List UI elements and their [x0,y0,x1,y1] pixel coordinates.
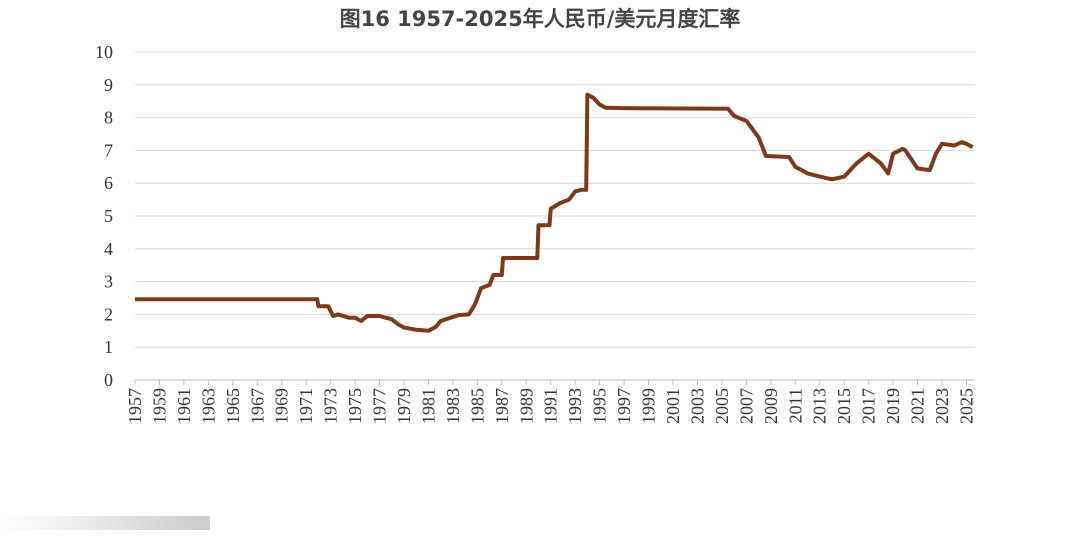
x-tick-label: 2011 [785,388,805,423]
x-tick-label: 2009 [761,388,781,424]
y-tick-label: 6 [104,173,113,193]
x-tick-label: 1965 [223,388,243,424]
x-tick-label: 2001 [663,388,683,424]
x-tick-label: 1995 [590,388,610,424]
line [135,92,974,333]
x-tick-label: 1985 [467,388,487,424]
x-tick-label: 1997 [614,388,634,424]
x-tick-label: 1963 [198,388,218,424]
x-tick-label: 2019 [883,388,903,424]
chart-title: 图16 1957-2025年人民币/美元月度汇率 [340,7,741,31]
y-tick-label: 5 [104,206,113,226]
x-tick-label: 1973 [321,388,341,424]
y-tick-label: 4 [104,239,113,259]
x-tick-label: 2007 [736,388,756,424]
x-tick-label: 2015 [834,388,854,424]
x-tick-label: 1969 [272,388,292,424]
x-tick-label: 1957 [125,388,145,424]
decoration [0,516,210,530]
x-tick-label: 2017 [859,388,879,424]
y-tick-label: 0 [104,370,113,390]
x-tick-label: 1961 [174,388,194,424]
x-tick-label: 2005 [712,388,732,424]
y-tick-label: 9 [104,75,113,95]
x-tick-label: 1987 [492,388,512,424]
y-tick-label: 8 [104,108,113,128]
y-tick-label: 3 [104,272,113,292]
x-tick-label: 1983 [443,388,463,424]
x-tick-label: 1991 [541,388,561,424]
x-tick-label: 1975 [345,388,365,424]
x-tick-label: 1977 [370,388,390,424]
x-tick-label: 1989 [516,388,536,424]
y-tick-label: 7 [104,140,113,160]
x-tick-label: 2021 [908,388,928,424]
x-tick-label: 1959 [149,388,169,424]
y-tick-label: 10 [95,42,113,62]
x-tick-label: 2013 [810,388,830,424]
x-tick-label: 2003 [687,388,707,424]
x-tick-label: 1967 [247,388,267,424]
x-tick-label: 1981 [418,388,438,424]
x-tick-label: 2025 [956,388,976,424]
x-tick-label: 1979 [394,388,414,424]
x-tick-label: 1993 [565,388,585,424]
x-tick-label: 1971 [296,388,316,424]
y-tick-label: 1 [104,337,113,357]
y-tick-label: 2 [104,304,113,324]
x-tick-label: 2023 [932,388,952,424]
x-tick-label: 1999 [639,388,659,424]
